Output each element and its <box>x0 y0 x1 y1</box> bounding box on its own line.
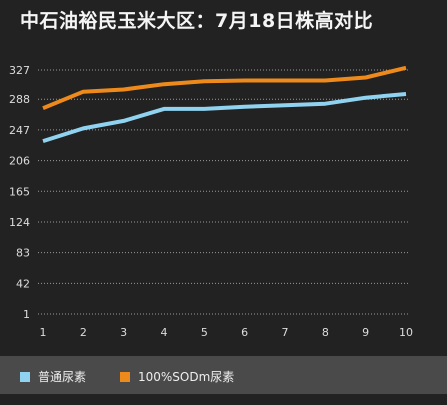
chart-title: 中石油裕民玉米大区：7月18日株高对比 <box>20 10 374 32</box>
y-tick-label: 124 <box>9 216 30 229</box>
x-tick-label: 10 <box>399 326 413 339</box>
gridlines <box>38 69 410 315</box>
y-tick-label: 165 <box>9 185 30 198</box>
legend: 普通尿素 100%SODm尿素 <box>0 356 447 394</box>
x-tick-label: 2 <box>80 326 87 339</box>
x-tick-label: 8 <box>322 326 329 339</box>
x-tick-label: 4 <box>161 326 168 339</box>
y-tick-label: 327 <box>9 64 30 77</box>
x-axis-tick-labels: 1 2 3 4 5 6 7 8 9 10 <box>40 326 414 339</box>
y-tick-label: 1 <box>23 308 30 321</box>
x-tick-label: 1 <box>40 326 47 339</box>
series-line-1 <box>42 92 407 144</box>
y-axis-tick-labels: 1 42 83 124 165 206 247 288 327 <box>9 64 30 321</box>
legend-item-series-2: 100%SODm尿素 <box>120 368 234 385</box>
y-tick-label: 247 <box>9 124 30 137</box>
y-tick-label: 206 <box>9 155 30 168</box>
y-tick-label: 288 <box>9 93 30 106</box>
x-tick-label: 3 <box>120 326 127 339</box>
legend-label: 100%SODm尿素 <box>138 370 235 384</box>
x-tick-label: 9 <box>362 326 369 339</box>
x-tick-label: 5 <box>201 326 208 339</box>
x-tick-label: 6 <box>241 326 248 339</box>
legend-swatch <box>20 371 30 382</box>
legend-swatch <box>120 371 130 382</box>
series-line-2 <box>42 65 407 111</box>
y-tick-label: 42 <box>16 277 30 290</box>
line-chart: 1 42 83 124 165 206 247 288 327 1 2 3 4 5 6 7 8 9 10 <box>9 64 414 339</box>
y-tick-label: 83 <box>16 247 30 260</box>
series-lines <box>42 65 407 144</box>
x-tick-label: 7 <box>282 326 289 339</box>
legend-label: 普通尿素 <box>38 370 87 384</box>
legend-item-series-1: 普通尿素 <box>20 368 86 385</box>
